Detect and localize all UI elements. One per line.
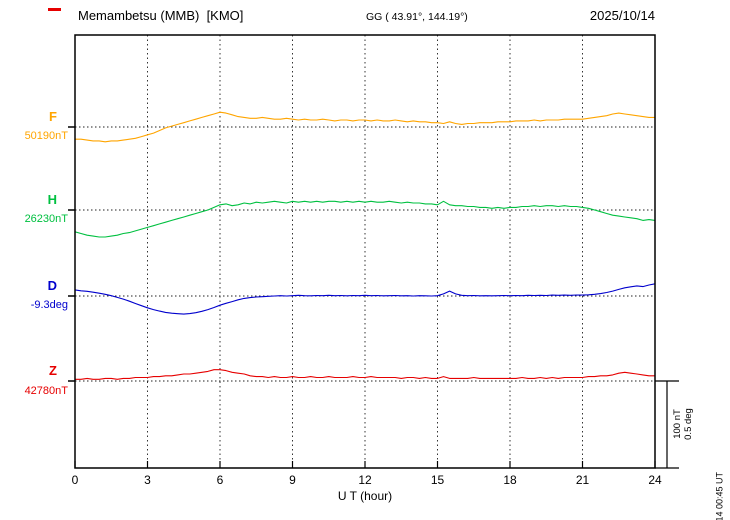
svg-text:0: 0 bbox=[72, 473, 79, 487]
plotted-timestamp-note: Plotted at 2025/11/14 00:45 UT bbox=[714, 472, 724, 520]
svg-text:24: 24 bbox=[648, 473, 662, 487]
scale-deg-label: 0.5 deg bbox=[683, 408, 694, 440]
svg-text:3: 3 bbox=[144, 473, 151, 487]
red-dash-mark bbox=[48, 8, 61, 11]
series-baseline-f: 50190nT bbox=[24, 130, 68, 142]
svg-text:21: 21 bbox=[576, 473, 590, 487]
series-label-z: Z bbox=[49, 363, 57, 378]
scale-nt-label: 100 nT bbox=[672, 409, 683, 439]
plot-date: 2025/10/14 bbox=[589, 8, 655, 23]
gg-coordinates: GG ( 43.91°, 144.19°) bbox=[366, 11, 468, 23]
svg-text:12: 12 bbox=[358, 473, 372, 487]
series-label-f: F bbox=[49, 109, 57, 124]
x-axis-title: U T (hour) bbox=[337, 489, 393, 503]
series-label-h: H bbox=[47, 192, 57, 207]
svg-text:18: 18 bbox=[503, 473, 517, 487]
svg-text:6: 6 bbox=[217, 473, 224, 487]
series-baseline-z: 42780nT bbox=[24, 385, 68, 397]
series-baseline-h: 26230nT bbox=[24, 213, 68, 225]
svg-text:9: 9 bbox=[289, 473, 296, 487]
series-label-d: D bbox=[47, 278, 57, 293]
svg-text:15: 15 bbox=[431, 473, 445, 487]
scale-label: 100 nT 0.5 deg bbox=[672, 408, 694, 440]
series-baseline-d: -9.3deg bbox=[30, 299, 68, 311]
station-title: Memambetsu (MMB) [KMO] bbox=[78, 8, 244, 23]
